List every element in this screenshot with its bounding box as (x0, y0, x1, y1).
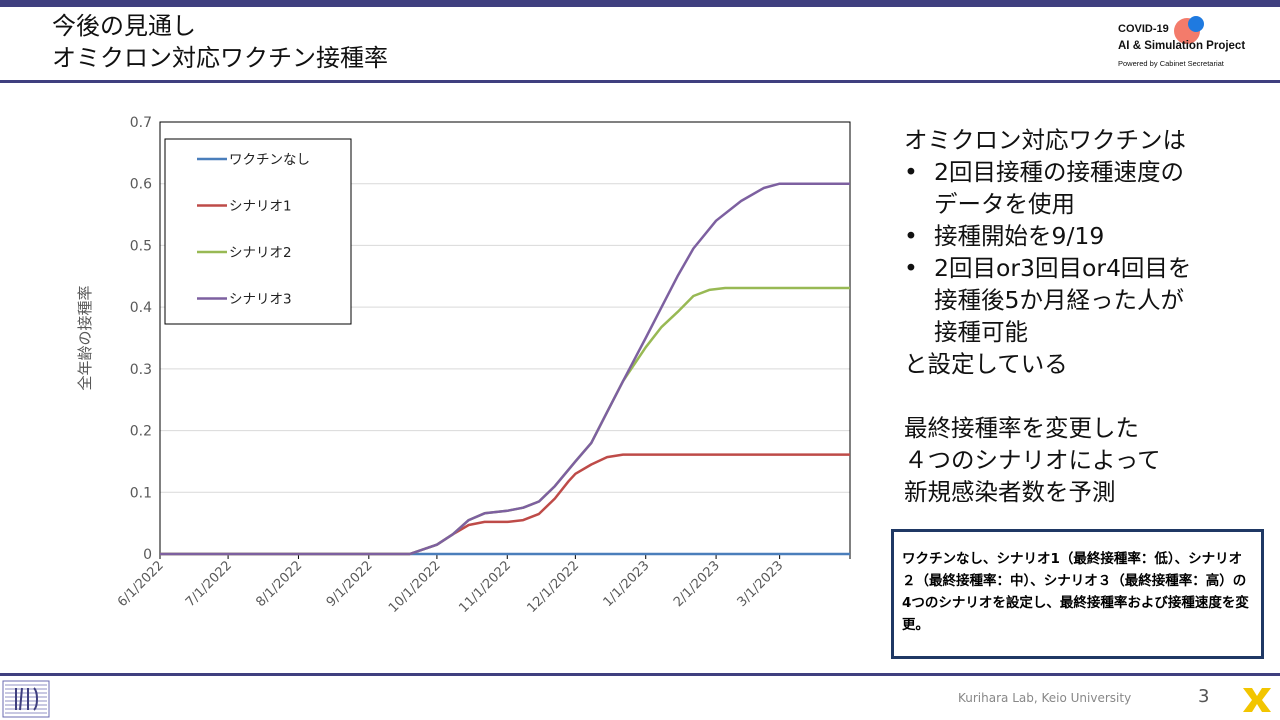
logo-line-2: AI & Simulation Project (1118, 40, 1246, 52)
bullet-2: • 接種開始を9/19 (904, 220, 1191, 252)
x-tick-label: 10/1/2022 (386, 558, 444, 616)
side-closing: と設定している (904, 350, 1068, 378)
bullet-2-text: 接種開始を9/19 (934, 222, 1105, 250)
bullet-dot-3: • (904, 254, 918, 282)
x-tick-label: 7/1/2022 (183, 558, 235, 610)
bullet-3-line-2: 接種後5か月経った人が (934, 286, 1184, 314)
bullet-dot-1: • (904, 158, 918, 186)
para2-line-2: ４つのシナリオによって (904, 446, 1161, 474)
y-tick-label: 0.4 (130, 300, 152, 316)
bullet-dot-2: • (904, 222, 918, 250)
bullet-3-line-3: 接種可能 (934, 318, 1028, 346)
x-tick-label: 6/1/2022 (115, 558, 167, 610)
y-tick-label: 0.6 (130, 177, 152, 193)
x-tick-label: 1/1/2023 (601, 558, 653, 610)
lab-name: Kurihara Lab, Keio University (958, 691, 1132, 705)
x-mark-logo-icon (1243, 688, 1271, 712)
y-tick-label: 0.7 (130, 115, 152, 131)
y-tick-label: 0.1 (130, 485, 152, 501)
x-tick-label: 8/1/2022 (253, 558, 305, 610)
paragraph-gap (904, 380, 1191, 412)
top-bar (0, 0, 1280, 7)
bullet-1-line-1: 2回目接種の接種速度の (934, 158, 1184, 186)
bullet-3: • 2回目or3回目or4回目を (904, 252, 1191, 284)
y-tick-label: 0.2 (130, 424, 152, 440)
bullet-1-line-2: データを使用 (934, 190, 1075, 218)
explanation-text: オミクロン対応ワクチンは • 2回目接種の接種速度の データを使用 • 接種開始を9… (904, 124, 1191, 508)
y-tick-label: 0 (143, 547, 152, 563)
x-tick-label: 11/1/2022 (456, 558, 514, 616)
logo-blue-dot-icon (1188, 16, 1204, 32)
page-number: 3 (1198, 686, 1210, 707)
bullet-1: • 2回目接種の接種速度の (904, 156, 1191, 188)
series-line-シナリオ1 (160, 453, 850, 556)
x-tick-label: 2/1/2023 (671, 558, 723, 610)
x-tick-label: 9/1/2022 (324, 558, 376, 610)
title-divider (0, 80, 1280, 83)
page-title: 今後の見通し オミクロン対応ワクチン接種率 (52, 10, 388, 74)
y-tick-label: 0.5 (130, 238, 152, 254)
y-axis-label: 全年齢の接種率 (76, 285, 94, 390)
para2-line-1: 最終接種率を変更した (904, 414, 1139, 442)
legend-entry: ワクチンなし (229, 152, 310, 168)
footer-divider (0, 673, 1280, 676)
side-heading: オミクロン対応ワクチンは (904, 126, 1186, 154)
logo-line-3: Powered by Cabinet Secretariat (1118, 59, 1224, 68)
title-line-2: オミクロン対応ワクチン接種率 (52, 44, 388, 72)
x-tick-label: 3/1/2023 (735, 558, 787, 610)
legend-entry: シナリオ1 (229, 199, 292, 215)
legend-box (164, 138, 352, 325)
legend-entry: シナリオ3 (229, 292, 292, 308)
vaccination-rate-chart: 0 0.1 0.2 0.3 0.4 0.5 0.6 0.7 6/1/2022 7/1/2022 8… (76, 115, 851, 616)
para2-line-3: 新規感染者数を予測 (904, 478, 1116, 506)
x-tick-label: 12/1/2022 (524, 558, 582, 616)
series-line-シナリオ2 (160, 286, 850, 556)
legend-entry: シナリオ2 (229, 245, 292, 261)
lab-logo-icon (2, 680, 50, 718)
covid-ai-logo: COVID-19 AI & Simulation Project Powered… (1118, 16, 1274, 74)
logo-line-1: COVID-19 (1118, 23, 1169, 35)
scenario-note-text: ワクチンなし、シナリオ1（最終接種率：低）、シナリオ２（最終接種率：中）、シナリ… (902, 551, 1249, 633)
series-line-シナリオ3 (160, 182, 850, 556)
y-tick-label: 0.3 (130, 362, 152, 378)
title-line-1: 今後の見通し (52, 12, 196, 40)
bullet-3-line-1: 2回目or3回目or4回目を (934, 254, 1192, 282)
scenario-note-box: ワクチンなし、シナリオ1（最終接種率：低）、シナリオ２（最終接種率：中）、シナリ… (891, 529, 1264, 659)
